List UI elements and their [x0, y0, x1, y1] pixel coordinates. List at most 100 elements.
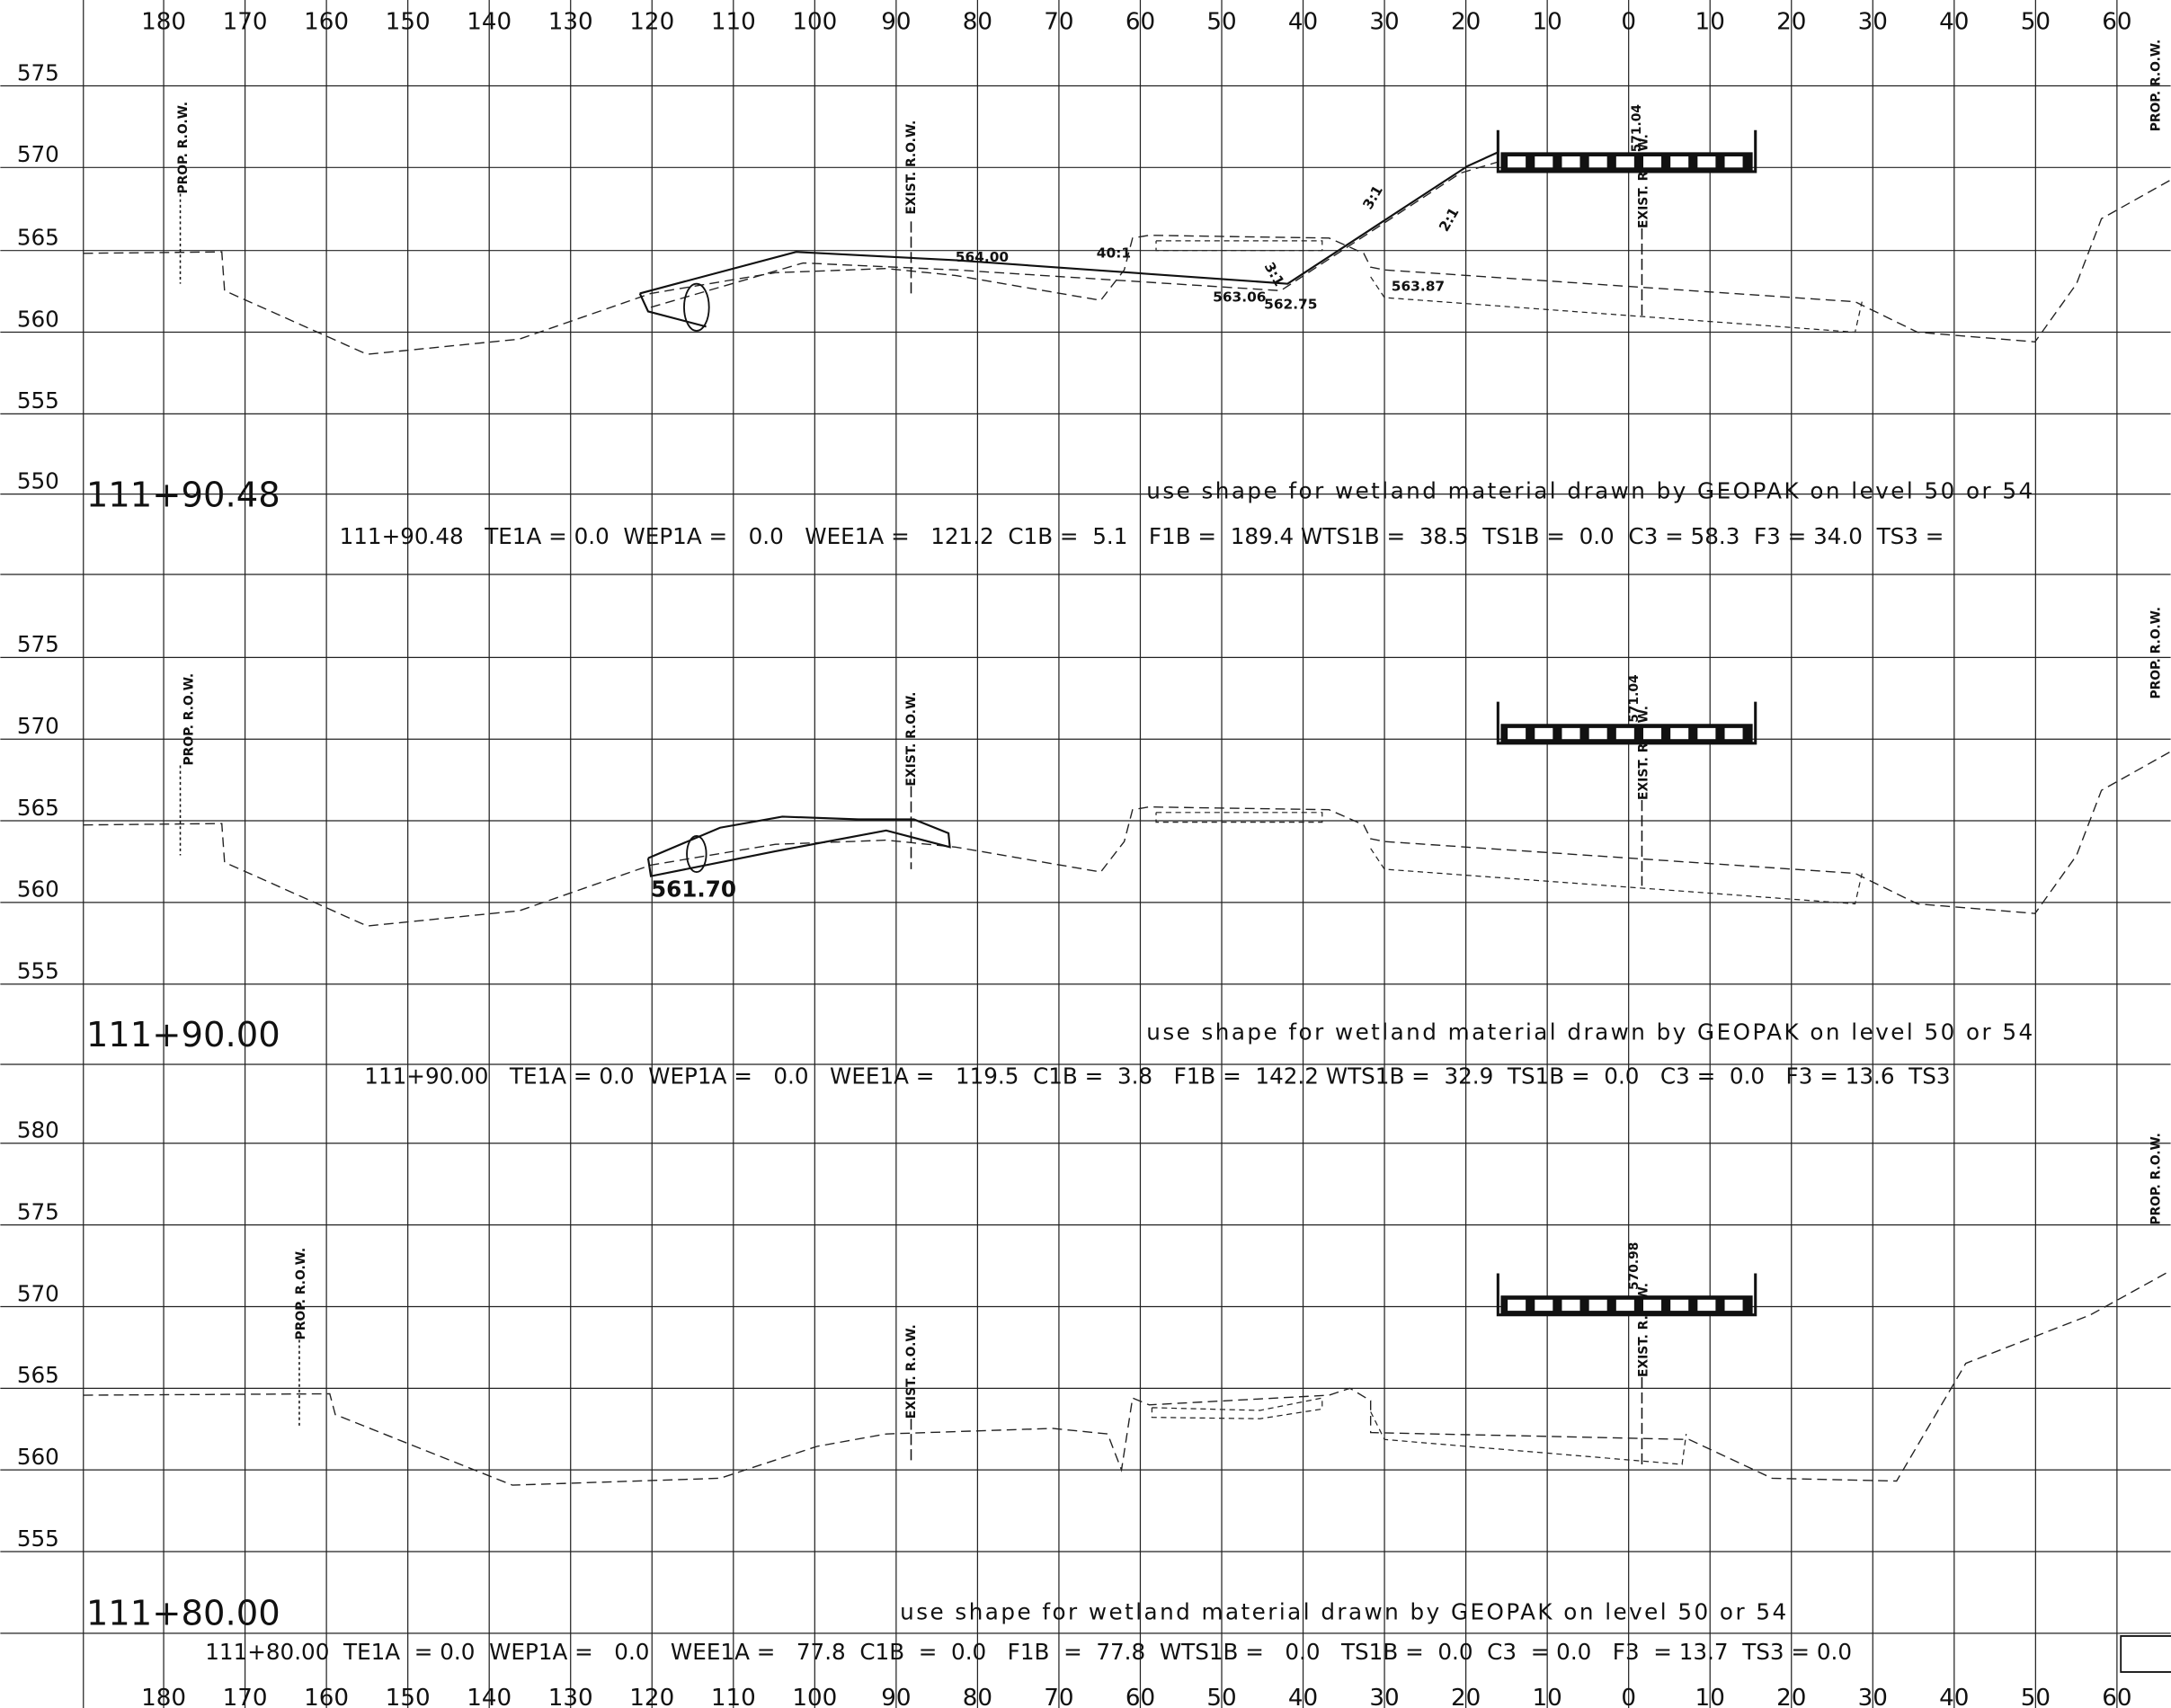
offset-label: 30	[1858, 1685, 1888, 1708]
box-cell	[1697, 156, 1716, 168]
annotation: PROP. R.O.W.	[176, 102, 191, 194]
offset-label: 110	[711, 1685, 756, 1708]
offset-label: 60	[1126, 8, 1155, 35]
offset-label: 20	[1776, 1685, 1806, 1708]
annotation: PROP. R.O.W.	[182, 673, 196, 766]
note: use shape for wetland material drawn by …	[1146, 477, 2034, 503]
box-cell	[1697, 727, 1716, 740]
offset-label: 40	[1939, 8, 1969, 35]
annotation: 571.04	[1627, 674, 1642, 722]
offset-label: 50	[2021, 1685, 2051, 1708]
offset-label: 0	[1621, 8, 1636, 35]
offset-label: 80	[963, 8, 992, 35]
annotation: PROP. R.O.W.	[294, 1248, 308, 1340]
box-cell	[1535, 156, 1553, 168]
elevation-label: 570	[17, 141, 59, 167]
box-cell	[1615, 156, 1634, 168]
offset-label: 90	[881, 1685, 911, 1708]
offset-label: 60	[1126, 1685, 1155, 1708]
offset-label: 10	[1695, 1685, 1725, 1708]
offset-label: 100	[792, 1685, 837, 1708]
offset-label: 30	[1369, 1685, 1399, 1708]
box-cell	[1724, 156, 1743, 168]
annotation: EXIST. R.O.W.	[1637, 706, 1651, 800]
box-cell	[1670, 1299, 1689, 1312]
profile	[1370, 276, 1863, 334]
profile	[83, 751, 2171, 927]
annotation: EXIST. R.O.W.	[904, 1324, 919, 1419]
culvert	[686, 835, 707, 873]
offset-label: 90	[881, 8, 911, 35]
annotation: PROP. R.O.W.	[2149, 40, 2163, 132]
offset-label: 180	[141, 1685, 186, 1708]
offset-label: 110	[711, 8, 756, 35]
elevation-label: 560	[17, 876, 59, 903]
annotation: EXIST. R.O.W.	[904, 120, 919, 215]
offset-label: 80	[963, 1685, 992, 1708]
box-cell	[1535, 727, 1553, 740]
box-cell	[1588, 1299, 1607, 1312]
elevation-label: 575	[17, 59, 59, 85]
offset-label: 60	[2102, 1685, 2131, 1708]
box-cell	[1670, 727, 1689, 740]
offset-label: 180	[141, 8, 186, 35]
elevation-label: 555	[17, 387, 59, 414]
offset-label: 140	[467, 1685, 512, 1708]
note: use shape for wetland material drawn by …	[1146, 1019, 2034, 1045]
annotation: 571.04	[1630, 104, 1644, 152]
box-cell	[1643, 727, 1662, 740]
offset-label: 170	[223, 8, 268, 35]
offset-label: 40	[1939, 1685, 1969, 1708]
offset-label: 50	[1206, 8, 1236, 35]
elevation-label: 565	[17, 795, 59, 821]
box-wall	[1496, 1273, 1757, 1317]
box-cell	[1615, 727, 1634, 740]
offset-label: 160	[304, 8, 349, 35]
offset-label: 50	[2021, 8, 2051, 35]
annotation: PROP. R.O.W.	[2149, 607, 2163, 699]
box-cell	[1508, 727, 1526, 740]
elevation-label: 560	[17, 306, 59, 332]
offset-label: 170	[223, 1685, 268, 1708]
box-cell	[1508, 156, 1526, 168]
box-cell	[1643, 156, 1662, 168]
annotation: EXIST. R.O.W.	[1637, 134, 1651, 228]
profile	[650, 161, 1499, 308]
box-cell	[1562, 727, 1580, 740]
annotation: PROP. R.O.W.	[2149, 1133, 2163, 1225]
box-cell	[1724, 1299, 1743, 1312]
offset-label: 120	[629, 8, 674, 35]
box-cell	[1724, 727, 1743, 740]
quantities: 111+80.00 TE1A = 0.0 WEP1A = 0.0 WEE1A =…	[205, 1639, 1852, 1665]
box-cell	[1535, 1299, 1553, 1312]
box-cell	[1508, 1299, 1526, 1312]
profile	[1155, 240, 1323, 252]
profile	[83, 1269, 2171, 1486]
elevation-label: 555	[17, 1526, 59, 1552]
annotation: 563.87	[1392, 278, 1445, 294]
offset-label: 100	[792, 8, 837, 35]
offset-label: 160	[304, 1685, 349, 1708]
offset-label: 20	[1451, 1685, 1481, 1708]
offset-label: 20	[1776, 8, 1806, 35]
offset-label: 60	[2102, 8, 2131, 35]
offset-label: 70	[1044, 8, 1073, 35]
box-cell	[1588, 156, 1607, 168]
elevation-label: 570	[17, 713, 59, 739]
offset-label: 10	[1532, 1685, 1562, 1708]
elevation-label: 575	[17, 1198, 59, 1224]
culvert	[683, 282, 710, 332]
elevation-label: 565	[17, 225, 59, 251]
offset-label: 20	[1451, 8, 1481, 35]
annotation: 561.70	[651, 876, 736, 903]
box-cell	[1562, 156, 1580, 168]
station-label: 111+90.00	[86, 1015, 280, 1055]
offset-label: 40	[1288, 1685, 1318, 1708]
elevation-label: 555	[17, 958, 59, 984]
offset-label: 40	[1288, 8, 1318, 35]
offset-label: 30	[1369, 8, 1399, 35]
offset-label: 130	[548, 1685, 593, 1708]
quantities: 111+90.00 TE1A = 0.0 WEP1A = 0.0 WEE1A =…	[364, 1063, 1950, 1090]
